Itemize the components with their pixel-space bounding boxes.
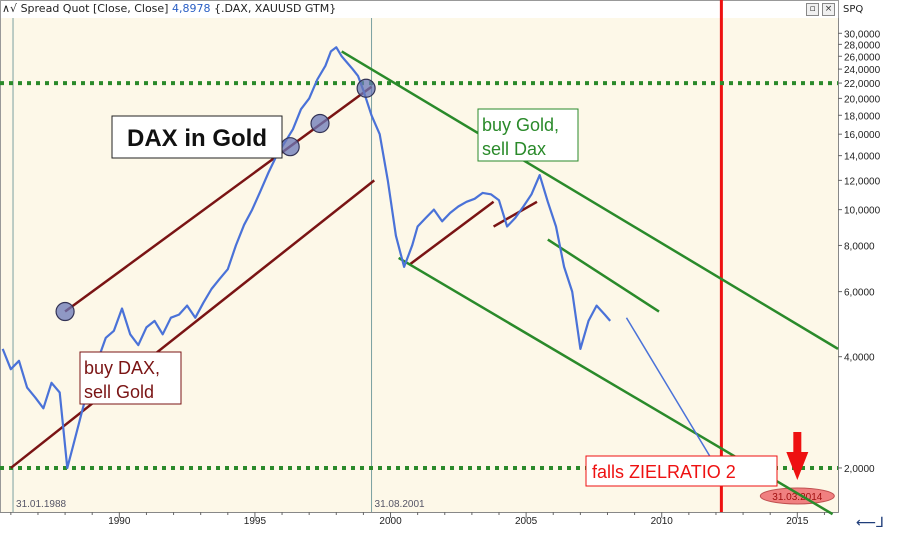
trend-line-support: [10, 179, 376, 469]
x-tick-label: 1995: [244, 516, 267, 527]
scroll-arrows-icon[interactable]: ⟵⅃: [856, 515, 884, 531]
trend-line-resistance: [64, 85, 373, 313]
x-tick-label: 1990: [108, 516, 131, 527]
pivot-marker: [280, 137, 300, 157]
trend-line-channel_bottom: [398, 256, 834, 516]
trend-line-channel_mid: [547, 238, 660, 313]
sell-dax-label: sell Dax: [482, 139, 546, 159]
x-tick-label: 2010: [651, 516, 674, 527]
buy-gold-label: buy Gold,: [482, 115, 559, 135]
sell-gold-label: sell Gold: [84, 382, 154, 402]
x-tick-label: 2005: [515, 516, 538, 527]
y-tick-label: 24,0000: [844, 65, 881, 76]
close-icon[interactable]: ×: [822, 3, 835, 16]
x-tick-label: 2000: [379, 516, 402, 527]
indicator-icon: ∧√: [2, 2, 18, 15]
trend-line-short: [492, 200, 538, 228]
date-marker-label: 31.01.1988: [16, 499, 66, 510]
buy-dax-box: [79, 351, 182, 405]
trend-line-channel_top: [341, 50, 839, 350]
chart-header: ∧√ Spread Quot [Close, Close] 4,8978 {.D…: [2, 2, 336, 15]
pivot-marker: [356, 78, 376, 98]
scale-label: SPQ: [843, 4, 864, 15]
projection-arrow-head: [708, 457, 716, 467]
pivot-marker: [55, 301, 75, 322]
y-tick-label: 14,0000: [844, 152, 881, 163]
target-date-label: 31.03.2014: [772, 492, 822, 503]
pivot-marker: [310, 113, 330, 134]
x-tick-label: 2015: [786, 516, 809, 527]
target-label: falls ZIELRATIO 2: [592, 462, 736, 482]
y-tick-label: 30,0000: [844, 29, 881, 40]
target-box: [585, 455, 778, 487]
y-tick-label: 6,0000: [844, 288, 875, 299]
y-tick-label: 22,0000: [844, 79, 881, 90]
header-instruments: {.DAX, XAUUSD GTM}: [213, 2, 337, 15]
header-value: 4,8978: [171, 2, 211, 15]
y-tick-label: 18,0000: [844, 111, 881, 122]
date-marker-label: 31.08.2001: [375, 499, 425, 510]
y-tick-label: 16,0000: [844, 130, 881, 141]
y-tick-label: 20,0000: [844, 94, 881, 105]
target-arrow-head: [786, 452, 809, 480]
restore-icon[interactable]: ▫: [806, 3, 819, 16]
projection-arrow-line: [625, 317, 717, 467]
y-tick-label: 10,0000: [844, 206, 881, 217]
trend-line-short: [408, 200, 495, 266]
y-tick-label: 2,0000: [844, 464, 875, 475]
header-title: Spread Quot [Close, Close]: [20, 2, 169, 15]
plot-frame: [0, 0, 839, 513]
y-tick-label: 28,0000: [844, 40, 881, 51]
series-line: [1, 46, 612, 470]
y-tick-label: 4,0000: [844, 353, 875, 364]
chart-title: DAX in Gold: [127, 125, 267, 152]
y-tick-label: 26,0000: [844, 52, 881, 63]
y-tick-label: 8,0000: [844, 241, 875, 252]
title-box: [111, 115, 283, 159]
target-arrow-shaft: [793, 432, 802, 454]
buy-gold-box: [477, 108, 579, 162]
plot-background: [0, 18, 838, 512]
target-date-ellipse: [759, 487, 835, 505]
buy-dax-label: buy DAX,: [84, 358, 160, 378]
y-tick-label: 12,0000: [844, 176, 881, 187]
